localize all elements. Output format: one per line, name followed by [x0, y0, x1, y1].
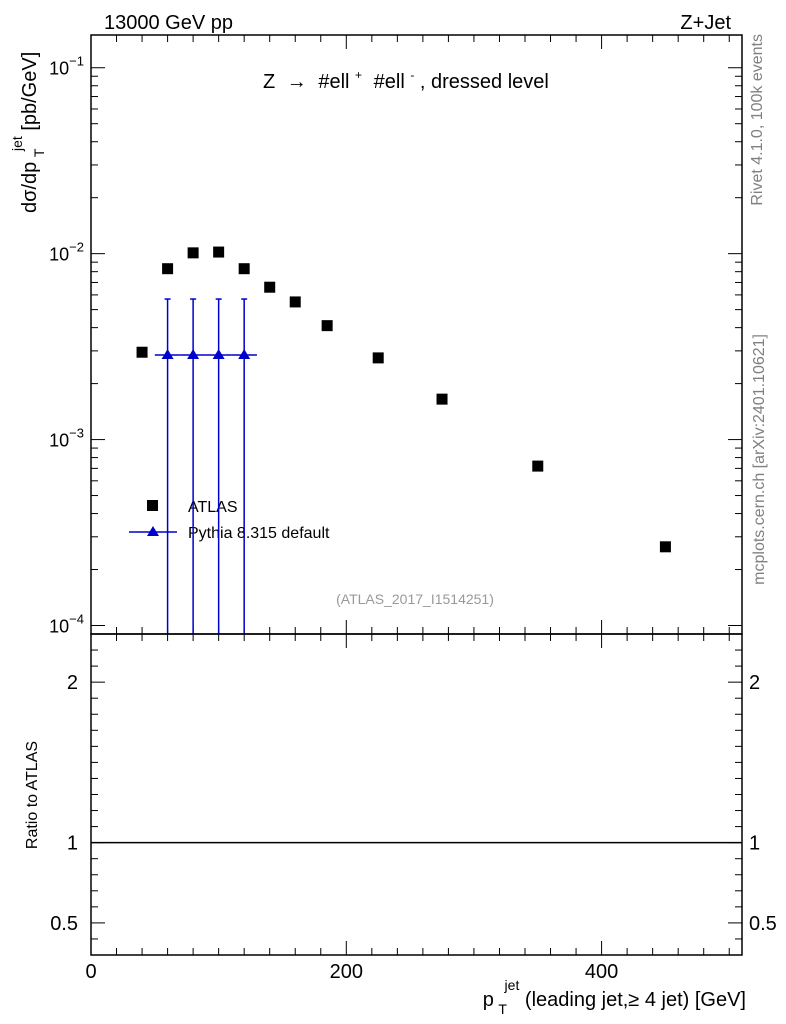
atlas-point [162, 263, 174, 275]
x-tick-label: 0 [85, 961, 96, 983]
x-axis-label: p T jet (leading jet,≥ 4 jet) [GeV] [483, 973, 746, 1019]
main-ylabel: dσ/dp T jet [pb/GeV] [5, 52, 49, 213]
pythia-point [187, 349, 200, 360]
main-title: Z → #ell + #ell - , dressed level [263, 62, 549, 93]
ratio-ticks: 0.5 0.5 1 1 2 2 0 200 400 [50, 633, 777, 983]
main-y-tick-label: 10−1 [49, 54, 84, 79]
ratio-y-tick-label-left: 0.5 [50, 913, 78, 935]
atlas-point [436, 393, 448, 405]
atlas-point [532, 460, 544, 472]
energy-label: 13000 GeV pp [104, 12, 233, 34]
process-label: Z+Jet [680, 12, 731, 34]
main-frame [90, 34, 743, 635]
ratio-y-tick-label-right: 2 [749, 672, 760, 694]
atlas-point [321, 320, 333, 332]
analysis-id: (ATLAS_2017_I1514251) [336, 591, 494, 607]
ratio-y-tick-label-right: 1 [749, 833, 760, 855]
atlas-point [213, 246, 225, 258]
ratio-y-tick-label-left: 2 [67, 672, 78, 694]
atlas-point [187, 247, 199, 259]
legend-label-pythia: Pythia 8.315 default [188, 525, 330, 542]
ratio-y-tick-label-left: 1 [67, 833, 78, 855]
ratio-y-tick-label-right: 0.5 [749, 913, 777, 935]
main-series-layer [136, 246, 671, 634]
x-tick-label: 400 [585, 961, 618, 983]
atlas-point [372, 352, 384, 364]
atlas-point [238, 263, 250, 275]
legend-marker-atlas [147, 500, 158, 511]
pythia-point [212, 349, 225, 360]
pythia-point [161, 349, 174, 360]
source-label: mcplots.cern.ch [arXiv:2401.10621] [751, 334, 768, 585]
legend-marker-pythia [147, 526, 159, 536]
x-tick-label: 200 [330, 961, 363, 983]
main-y-tick-label: 10−4 [49, 611, 84, 636]
main-y-tick-label: 10−3 [49, 426, 84, 451]
main-y-ticks: 10−1 10−2 10−3 10−4 [49, 35, 742, 636]
main-y-tick-label: 10−2 [49, 240, 84, 265]
pythia-point [238, 349, 251, 360]
ratio-ylabel: Ratio to ATLAS [24, 741, 41, 849]
atlas-point [264, 281, 276, 293]
ratio-frame [90, 633, 743, 956]
legend-label-atlas: ATLAS [188, 499, 238, 516]
legend: ATLAS Pythia 8.315 default [129, 499, 330, 542]
atlas-point [289, 296, 301, 308]
atlas-point [659, 541, 671, 553]
rivet-label: Rivet 4.1.0, 100k events [749, 34, 766, 206]
atlas-point [136, 346, 148, 358]
